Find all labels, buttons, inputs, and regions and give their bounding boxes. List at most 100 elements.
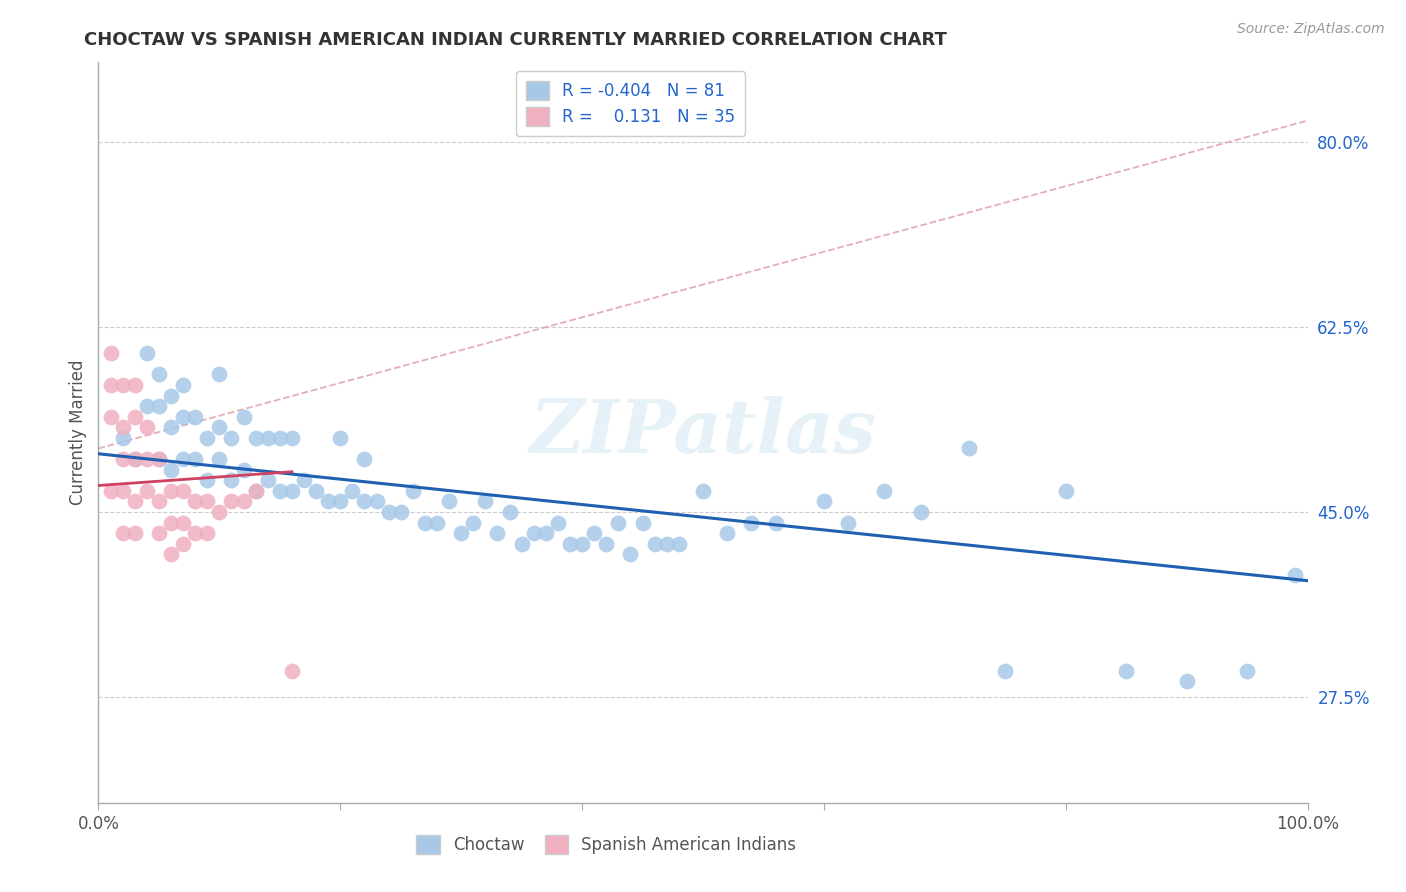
Point — [377, 505, 399, 519]
Point — [329, 431, 352, 445]
Point — [184, 526, 207, 541]
Point — [160, 388, 183, 402]
Point — [486, 526, 509, 541]
Point — [135, 483, 157, 498]
Point — [281, 664, 304, 678]
Point — [148, 452, 170, 467]
Point — [245, 483, 267, 498]
Point — [148, 452, 170, 467]
Point — [353, 452, 375, 467]
Point — [269, 483, 291, 498]
Point — [837, 516, 859, 530]
Point — [873, 483, 896, 498]
Point — [160, 516, 183, 530]
Point — [208, 505, 231, 519]
Point — [1236, 664, 1258, 678]
Point — [111, 526, 134, 541]
Point — [329, 494, 352, 508]
Point — [740, 516, 762, 530]
Point — [1115, 664, 1137, 678]
Point — [172, 536, 194, 550]
Point — [100, 378, 122, 392]
Point — [342, 483, 364, 498]
Point — [172, 516, 194, 530]
Point — [523, 526, 546, 541]
Point — [389, 505, 412, 519]
Point — [160, 483, 183, 498]
Text: Source: ZipAtlas.com: Source: ZipAtlas.com — [1237, 22, 1385, 37]
Point — [668, 536, 690, 550]
Point — [111, 420, 134, 434]
Point — [232, 494, 254, 508]
Point — [437, 494, 460, 508]
Point — [195, 473, 218, 487]
Point — [172, 452, 194, 467]
Point — [148, 399, 170, 413]
Point — [208, 420, 231, 434]
Point — [111, 378, 134, 392]
Point — [221, 494, 243, 508]
Point — [124, 452, 146, 467]
Point — [148, 494, 170, 508]
Point — [281, 431, 304, 445]
Point — [426, 516, 449, 530]
Point — [1054, 483, 1077, 498]
Point — [245, 483, 267, 498]
Point — [100, 346, 122, 360]
Point — [305, 483, 328, 498]
Point — [534, 526, 557, 541]
Point — [135, 346, 157, 360]
Point — [619, 547, 641, 561]
Point — [124, 378, 146, 392]
Point — [135, 420, 157, 434]
Point — [655, 536, 678, 550]
Point — [631, 516, 654, 530]
Point — [957, 442, 980, 456]
Point — [111, 452, 134, 467]
Text: CHOCTAW VS SPANISH AMERICAN INDIAN CURRENTLY MARRIED CORRELATION CHART: CHOCTAW VS SPANISH AMERICAN INDIAN CURRE… — [84, 31, 948, 49]
Point — [124, 494, 146, 508]
Point — [292, 473, 315, 487]
Point — [100, 409, 122, 424]
Point — [256, 473, 278, 487]
Point — [402, 483, 425, 498]
Point — [148, 526, 170, 541]
Point — [366, 494, 388, 508]
Point — [269, 431, 291, 445]
Point — [281, 483, 304, 498]
Point — [221, 431, 243, 445]
Point — [208, 368, 231, 382]
Point — [547, 516, 569, 530]
Point — [160, 420, 183, 434]
Point — [195, 526, 218, 541]
Point — [765, 516, 787, 530]
Point — [910, 505, 932, 519]
Point — [184, 494, 207, 508]
Point — [994, 664, 1017, 678]
Point — [124, 409, 146, 424]
Point — [135, 452, 157, 467]
Point — [1284, 568, 1306, 582]
Point — [463, 516, 485, 530]
Point — [595, 536, 617, 550]
Point — [558, 536, 581, 550]
Point — [135, 399, 157, 413]
Point — [644, 536, 666, 550]
Point — [184, 452, 207, 467]
Point — [232, 409, 254, 424]
Point — [607, 516, 630, 530]
Point — [148, 368, 170, 382]
Point — [160, 547, 183, 561]
Point — [124, 526, 146, 541]
Point — [813, 494, 835, 508]
Point — [245, 431, 267, 445]
Point — [232, 462, 254, 476]
Point — [510, 536, 533, 550]
Point — [221, 473, 243, 487]
Text: ZIPatlas: ZIPatlas — [530, 396, 876, 469]
Legend: Choctaw, Spanish American Indians: Choctaw, Spanish American Indians — [409, 829, 803, 861]
Point — [583, 526, 606, 541]
Point — [413, 516, 436, 530]
Point — [450, 526, 472, 541]
Point — [172, 409, 194, 424]
